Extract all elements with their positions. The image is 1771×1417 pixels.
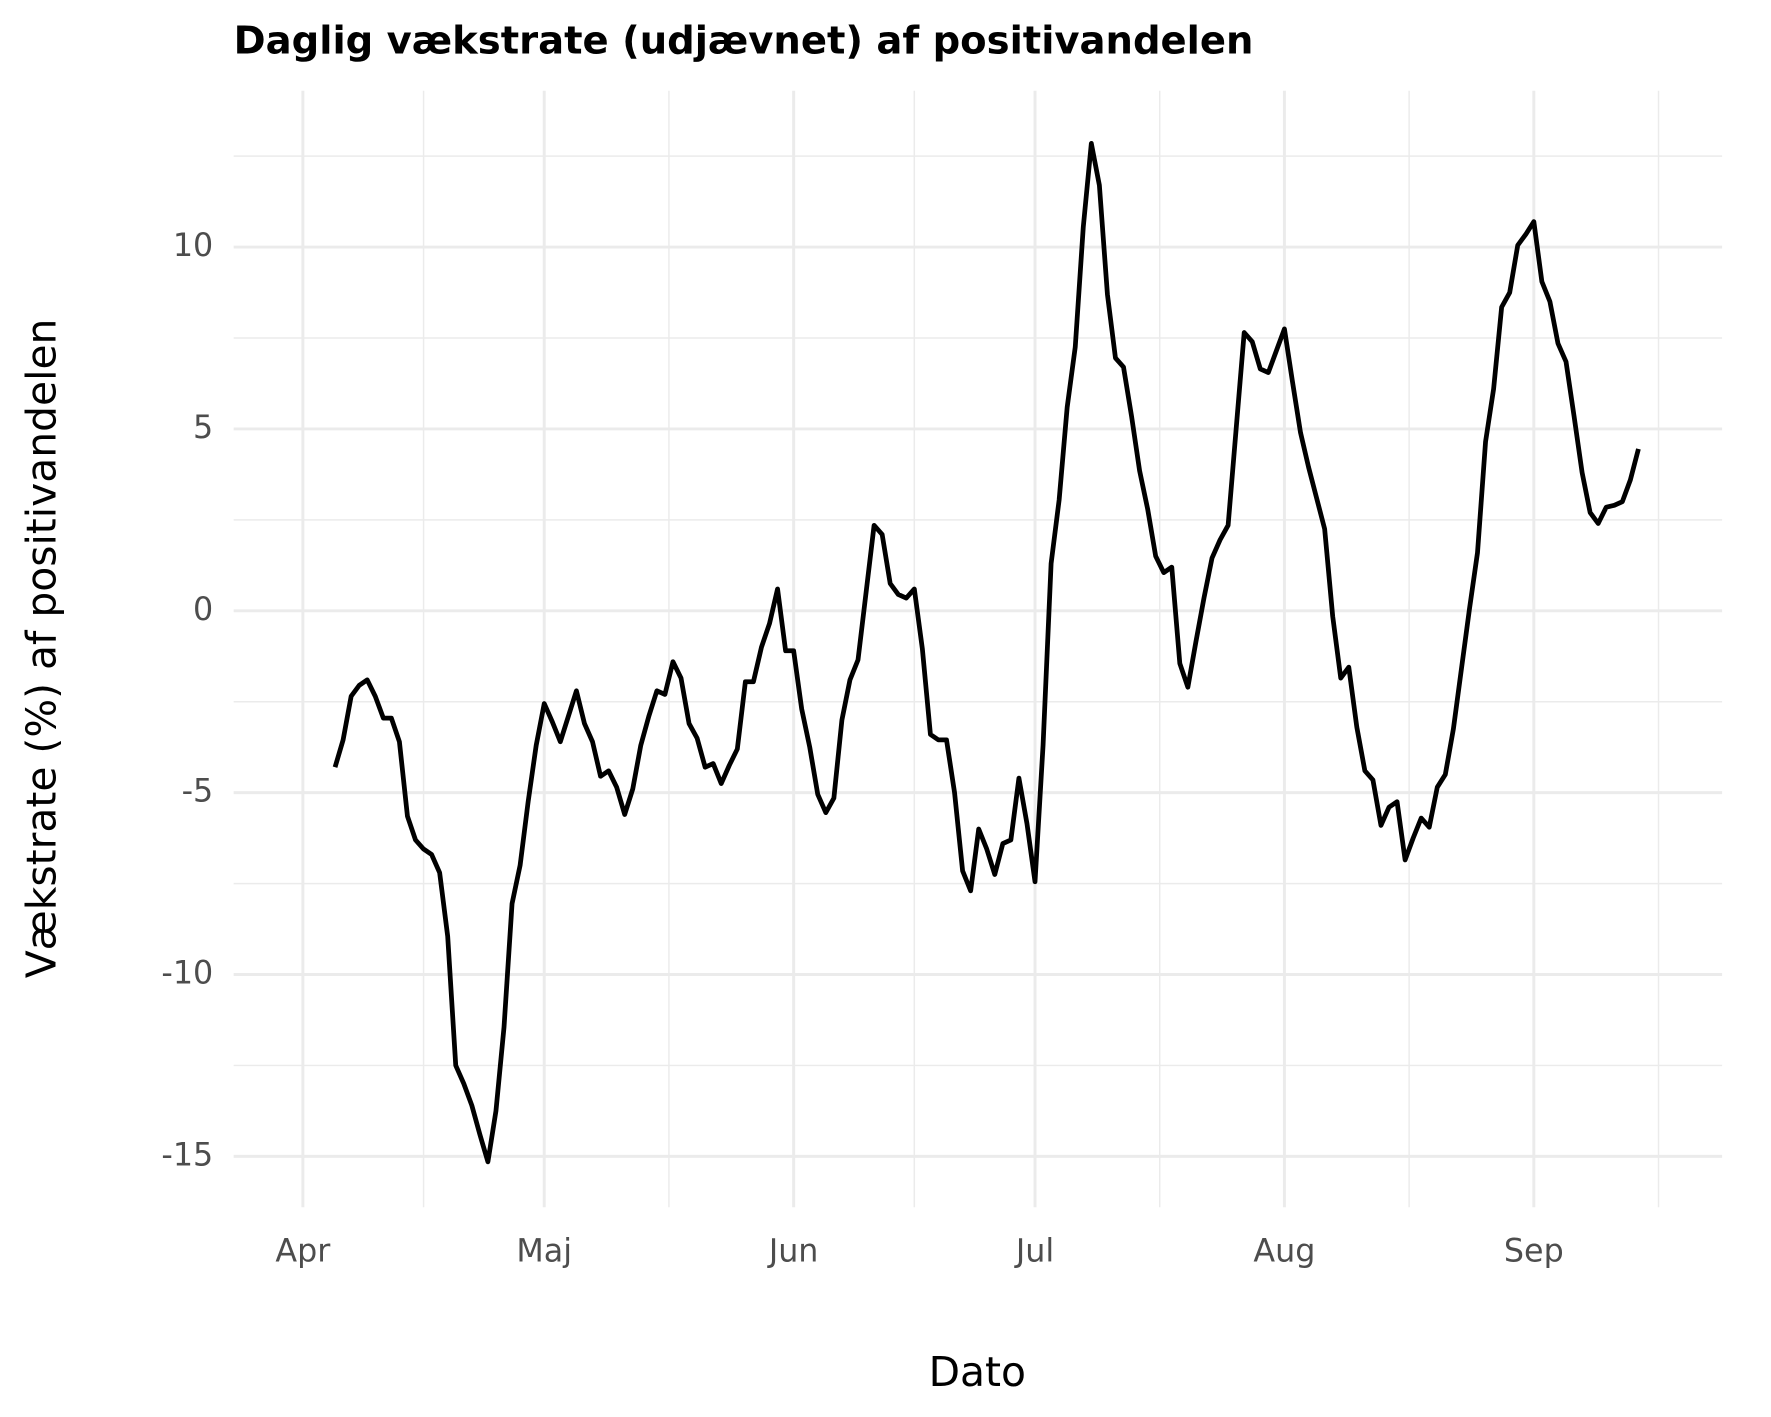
data-line	[332, 141, 1641, 1165]
x-tick-label: Jun	[767, 1234, 819, 1270]
plot-area	[332, 141, 1641, 1165]
x-tick-label: Maj	[516, 1234, 572, 1270]
y-axis-title: Vækstrate (%) af positivandelen	[17, 319, 65, 979]
y-tick-label: -15	[161, 1137, 213, 1173]
y-tick-label: 10	[173, 228, 213, 264]
x-axis-title: Dato	[929, 1348, 1026, 1396]
grid	[233, 90, 1723, 1208]
x-tick-label: Jul	[1014, 1234, 1054, 1270]
y-tick-label: 0	[193, 592, 213, 628]
y-tick-label: -10	[161, 956, 213, 992]
chart-title: Daglig vækstrate (udjævnet) af positivan…	[234, 19, 1254, 64]
y-tick-label: -5	[182, 774, 214, 810]
x-tick-label: Apr	[275, 1234, 331, 1270]
x-tick-label: Sep	[1504, 1234, 1564, 1270]
x-tick-label: Aug	[1253, 1234, 1315, 1270]
y-tick-label: 5	[193, 410, 213, 446]
